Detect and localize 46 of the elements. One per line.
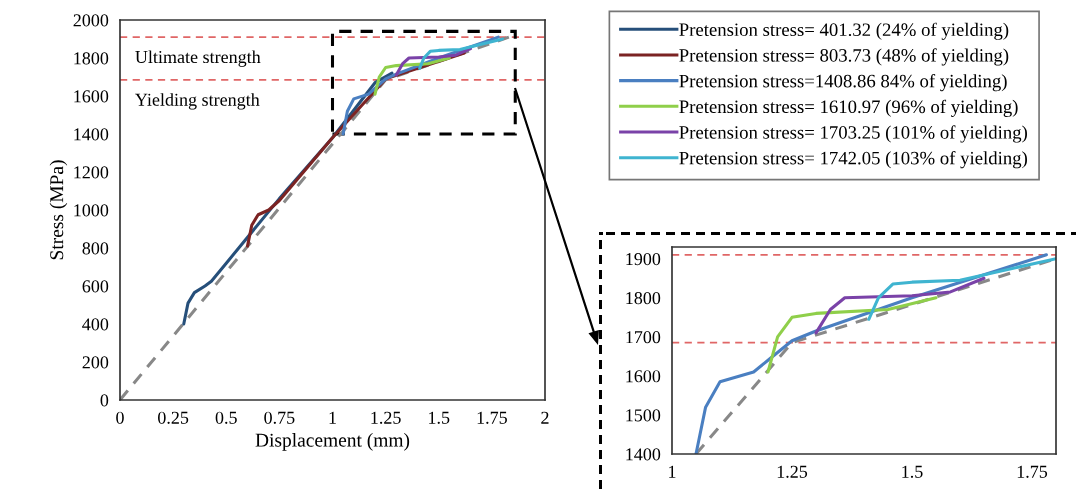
y-tick-label: 200 <box>82 356 109 369</box>
y-tick-label: 1200 <box>74 166 109 179</box>
x-tick-label: 1 <box>329 411 336 424</box>
y-tick-label: 1600 <box>626 370 661 383</box>
y-tick-label: 1800 <box>74 52 109 65</box>
y-tick-label: 600 <box>82 280 109 293</box>
line-series <box>418 37 505 70</box>
x-tick-label: 1.75 <box>477 411 507 424</box>
line-series <box>814 276 986 335</box>
x-tick-label: 1.75 <box>1017 465 1048 478</box>
line-series <box>766 296 938 374</box>
x-tick-label: 0 <box>116 411 124 424</box>
legend-label: Pretension stress= 401.32 (24% of yielding) <box>679 22 1009 40</box>
x-tick-label: 0.5 <box>215 411 237 424</box>
line-series <box>867 257 1056 321</box>
x-tick-label: 2 <box>541 411 549 424</box>
legend-label: Pretension stress= 1703.25 (101% of yielding) <box>679 125 1027 143</box>
y-tick-label: 1800 <box>626 292 661 305</box>
line-series <box>394 46 473 77</box>
y-tick-label: 800 <box>82 242 109 255</box>
x-tick-label: 1.5 <box>902 465 923 478</box>
y-tick-label: 2000 <box>73 14 109 27</box>
x-axis-title: Displacement (mm) <box>255 433 410 451</box>
x-tick-label: 1.25 <box>371 411 401 424</box>
legend-label: Pretension stress=1408.86 84% of yielding) <box>679 73 1007 92</box>
legend-label: Pretension stress= 803.73 (48% of yielding) <box>679 48 1009 66</box>
x-tick-label: 0.75 <box>264 411 295 424</box>
y-axis-title: Stress (MPa) <box>49 160 68 260</box>
y-tick-label: 0 <box>100 394 109 407</box>
ref-line-label: Ultimate strength <box>135 50 261 67</box>
legend-label: Pretension stress= 1742.05 (103% of yielding) <box>679 151 1027 169</box>
line-series <box>373 56 451 96</box>
y-tick-label: 1700 <box>626 331 661 344</box>
y-tick-label: 1400 <box>626 448 661 461</box>
x-tick-label: 1.5 <box>429 411 450 424</box>
y-tick-label: 1400 <box>74 128 109 141</box>
y-tick-label: 1600 <box>74 90 109 103</box>
x-tick-label: 1 <box>669 465 676 478</box>
x-tick-label: 0.25 <box>158 411 189 424</box>
y-tick-label: 1000 <box>74 204 109 217</box>
y-tick-label: 1900 <box>626 252 661 266</box>
legend-label: Pretension stress= 1610.97 (96% of yielding) <box>679 99 1018 117</box>
x-tick-label: 1.25 <box>777 465 808 478</box>
ref-line-label: Yielding strength <box>135 93 260 110</box>
y-tick-label: 400 <box>82 318 109 331</box>
y-tick-label: 1500 <box>626 409 661 422</box>
